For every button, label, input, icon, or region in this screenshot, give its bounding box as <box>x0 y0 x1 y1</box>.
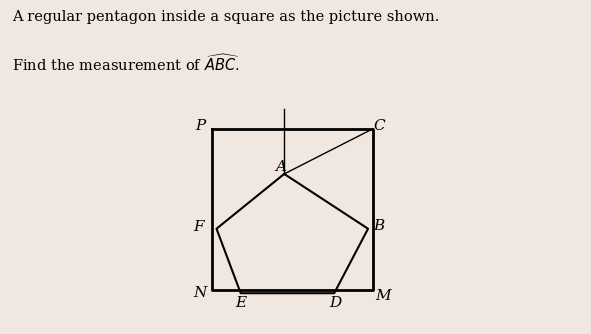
Text: N: N <box>194 286 207 300</box>
Text: P: P <box>195 119 206 133</box>
Text: B: B <box>373 218 384 232</box>
Text: E: E <box>235 296 246 310</box>
Text: F: F <box>193 220 204 234</box>
Text: D: D <box>330 296 342 310</box>
Text: A: A <box>275 160 287 174</box>
Text: Find the measurement of $\widehat{ABC}$.: Find the measurement of $\widehat{ABC}$. <box>12 53 240 74</box>
Text: A regular pentagon inside a square as the picture shown.: A regular pentagon inside a square as th… <box>12 10 439 24</box>
Text: M: M <box>375 290 391 303</box>
Text: C: C <box>374 119 385 133</box>
